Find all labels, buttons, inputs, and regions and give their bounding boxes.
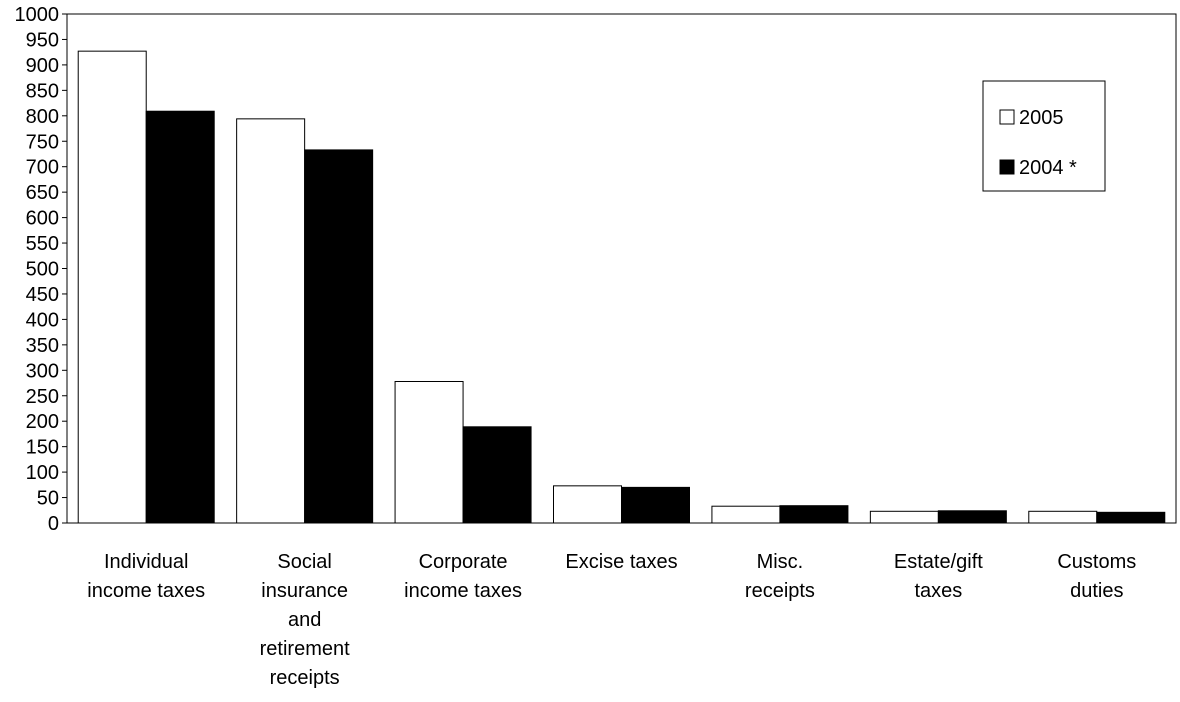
x-category-label: Estate/gift — [894, 551, 983, 573]
bar-series-2 — [462, 426, 532, 524]
x-category-label: receipts — [745, 580, 815, 602]
x-category-label: Excise taxes — [565, 551, 677, 573]
x-category-label: Corporate — [419, 551, 508, 573]
bar-series-1 — [394, 380, 464, 524]
bar-series-2 — [145, 110, 215, 524]
x-category-label: Misc. — [757, 551, 804, 573]
y-tick-label: 750 — [26, 131, 59, 153]
bar-series-1 — [1028, 510, 1098, 524]
x-category-label: retirement — [260, 638, 350, 660]
legend-label-series-1: 2005 — [1019, 107, 1064, 129]
bars — [77, 50, 1166, 524]
x-category-label: insurance — [261, 580, 348, 602]
y-tick-label: 650 — [26, 182, 59, 204]
bar-series-2 — [304, 149, 374, 524]
bar-series-2 — [621, 486, 690, 524]
x-category-label: taxes — [914, 580, 962, 602]
bar-series-1 — [236, 118, 306, 524]
x-category-label: Customs — [1057, 551, 1136, 573]
y-tick-label: 350 — [26, 335, 59, 357]
y-tick-label: 50 — [37, 488, 59, 510]
x-category-label: income taxes — [404, 580, 522, 602]
x-category-label: duties — [1070, 580, 1123, 602]
y-tick-label: 450 — [26, 284, 59, 306]
bar-series-2 — [779, 505, 849, 524]
y-tick-label: 600 — [26, 208, 59, 230]
legend-swatch-series-1 — [999, 109, 1015, 125]
y-tick-label: 100 — [26, 462, 59, 484]
x-category-label: receipts — [270, 667, 340, 689]
bar-series-1 — [77, 50, 147, 524]
bar-series-2 — [1096, 511, 1166, 524]
y-tick-label: 950 — [26, 29, 59, 51]
y-tick-label: 300 — [26, 360, 59, 382]
x-axis-labels: Individual income taxes Social insurance and… — [87, 551, 1136, 689]
y-axis: 0 50 100 150 200 250 300 350 400 450 500 550 600 650 7… — [15, 4, 67, 535]
bar-series-1 — [553, 485, 622, 524]
x-category-label: income taxes — [87, 580, 205, 602]
y-tick-label: 400 — [26, 309, 59, 331]
x-category-label: Individual — [104, 551, 189, 573]
bar-series-2 — [937, 510, 1007, 524]
y-tick-label: 150 — [26, 437, 59, 459]
y-tick-label: 900 — [26, 55, 59, 77]
y-tick-label: 800 — [26, 106, 59, 128]
y-tick-label: 700 — [26, 157, 59, 179]
y-tick-label: 500 — [26, 259, 59, 281]
bar-series-1 — [711, 505, 781, 524]
x-category-label: and — [288, 609, 321, 631]
y-tick-label: 250 — [26, 386, 59, 408]
bar-series-1 — [869, 510, 939, 524]
y-tick-label: 1000 — [15, 4, 60, 26]
y-tick-label: 0 — [48, 513, 59, 535]
legend-label-series-2: 2004 * — [1019, 157, 1077, 179]
x-category-label: Social — [277, 551, 331, 573]
legend-swatch-series-2 — [999, 159, 1015, 175]
legend: 2005 2004 * — [982, 80, 1106, 192]
y-tick-label: 850 — [26, 80, 59, 102]
y-tick-label: 200 — [26, 411, 59, 433]
y-tick-label: 550 — [26, 233, 59, 255]
